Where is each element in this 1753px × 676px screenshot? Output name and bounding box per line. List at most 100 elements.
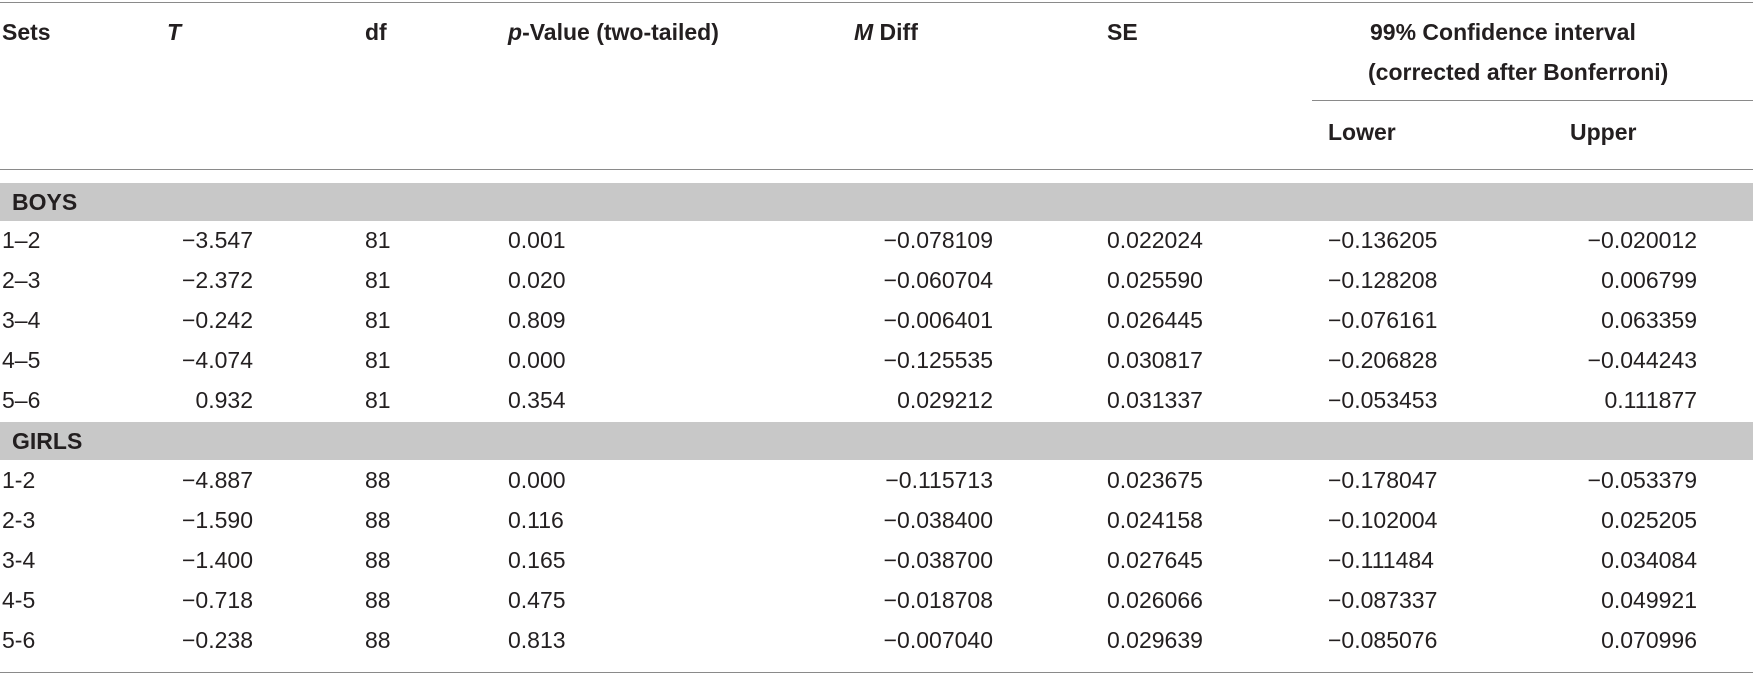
table-row: 3-4 −1.400 88 0.165 −0.038700 0.027645 −… bbox=[0, 540, 1753, 580]
header-lower: Lower bbox=[1328, 119, 1396, 145]
cell-p: 0.000 bbox=[508, 347, 566, 373]
cell-lower: −0.136205 bbox=[1328, 227, 1438, 253]
cell-t: −3.547 bbox=[182, 227, 253, 253]
cell-se: 0.030817 bbox=[1107, 347, 1203, 373]
header-upper: Upper bbox=[1570, 119, 1637, 145]
cell-df: 81 bbox=[365, 347, 391, 373]
cell-mdiff: −0.060704 bbox=[883, 267, 993, 293]
cell-mdiff: −0.125535 bbox=[883, 347, 993, 373]
cell-p: 0.354 bbox=[508, 387, 566, 413]
cell-sets: 1-2 bbox=[2, 467, 36, 493]
cell-t: 0.932 bbox=[195, 387, 253, 413]
cell-df: 81 bbox=[365, 387, 391, 413]
ci-subrule bbox=[1312, 100, 1753, 101]
cell-upper: 0.025205 bbox=[1601, 507, 1697, 533]
cell-sets: 3–4 bbox=[2, 307, 41, 333]
cell-t: −0.718 bbox=[182, 587, 253, 613]
cell-p: 0.000 bbox=[508, 467, 566, 493]
cell-sets: 4–5 bbox=[2, 347, 41, 373]
group-band-girls: GIRLS bbox=[0, 422, 1753, 460]
cell-t: −0.242 bbox=[182, 307, 253, 333]
cell-mdiff: 0.029212 bbox=[897, 387, 993, 413]
cell-se: 0.031337 bbox=[1107, 387, 1203, 413]
cell-mdiff: −0.007040 bbox=[883, 627, 993, 653]
cell-upper: 0.111877 bbox=[1604, 387, 1697, 413]
cell-p: 0.809 bbox=[508, 307, 566, 333]
table-row: 2-3 −1.590 88 0.116 −0.038400 0.024158 −… bbox=[0, 500, 1753, 540]
cell-lower: −0.206828 bbox=[1328, 347, 1438, 373]
cell-p: 0.165 bbox=[508, 547, 566, 573]
cell-df: 81 bbox=[365, 227, 391, 253]
cell-df: 81 bbox=[365, 267, 391, 293]
cell-lower: −0.076161 bbox=[1328, 307, 1438, 333]
cell-se: 0.024158 bbox=[1107, 507, 1203, 533]
cell-t: −4.887 bbox=[182, 467, 253, 493]
header-sets: Sets bbox=[2, 19, 51, 45]
cell-sets: 1–2 bbox=[2, 227, 41, 253]
header-p-rest: -Value (two-tailed) bbox=[522, 19, 719, 45]
cell-se: 0.029639 bbox=[1107, 627, 1203, 653]
header-se: SE bbox=[1107, 19, 1138, 45]
cell-df: 88 bbox=[365, 587, 391, 613]
cell-t: −4.074 bbox=[182, 347, 253, 373]
cell-mdiff: −0.115713 bbox=[885, 467, 993, 493]
group-label: GIRLS bbox=[12, 428, 83, 454]
table-row: 5-6 −0.238 88 0.813 −0.007040 0.029639 −… bbox=[0, 620, 1753, 660]
cell-p: 0.020 bbox=[508, 267, 566, 293]
cell-lower: −0.111484 bbox=[1328, 547, 1434, 573]
header-ci-line2: (corrected after Bonferroni) bbox=[1368, 59, 1669, 85]
cell-lower: −0.102004 bbox=[1328, 507, 1438, 533]
header-df: df bbox=[365, 19, 387, 45]
header-ci-line1: 99% Confidence interval bbox=[1370, 19, 1636, 45]
header-p-value: p-Value (two-tailed) bbox=[508, 18, 719, 46]
cell-sets: 5–6 bbox=[2, 387, 41, 413]
cell-upper: 0.070996 bbox=[1601, 627, 1697, 653]
group-band-boys: BOYS bbox=[0, 183, 1753, 221]
table-row: 3–4 −0.242 81 0.809 −0.006401 0.026445 −… bbox=[0, 300, 1753, 340]
cell-t: −1.400 bbox=[182, 547, 253, 573]
table-row: 5–6 0.932 81 0.354 0.029212 0.031337 −0.… bbox=[0, 380, 1753, 420]
cell-t: −1.590 bbox=[182, 507, 253, 533]
cell-sets: 2–3 bbox=[2, 267, 41, 293]
header-t: T bbox=[167, 18, 181, 46]
table-row: 1-2 −4.887 88 0.000 −0.115713 0.023675 −… bbox=[0, 460, 1753, 500]
group-label: BOYS bbox=[12, 189, 78, 215]
header-t-label: T bbox=[167, 19, 182, 45]
cell-sets: 4-5 bbox=[2, 587, 36, 613]
cell-p: 0.001 bbox=[508, 227, 566, 253]
table-row: 4-5 −0.718 88 0.475 −0.018708 0.026066 −… bbox=[0, 580, 1753, 620]
cell-df: 88 bbox=[365, 547, 391, 573]
cell-df: 81 bbox=[365, 307, 391, 333]
cell-upper: 0.063359 bbox=[1601, 307, 1697, 333]
cell-sets: 5-6 bbox=[2, 627, 36, 653]
cell-sets: 3-4 bbox=[2, 547, 36, 573]
cell-p: 0.813 bbox=[508, 627, 566, 653]
top-rule bbox=[0, 2, 1753, 3]
table-row: 4–5 −4.074 81 0.000 −0.125535 0.030817 −… bbox=[0, 340, 1753, 380]
cell-upper: −0.044243 bbox=[1587, 347, 1697, 373]
cell-lower: −0.178047 bbox=[1328, 467, 1438, 493]
cell-df: 88 bbox=[365, 507, 391, 533]
cell-t: −0.238 bbox=[182, 627, 253, 653]
cell-upper: 0.049921 bbox=[1601, 587, 1697, 613]
cell-upper: 0.006799 bbox=[1601, 267, 1697, 293]
cell-upper: −0.053379 bbox=[1587, 467, 1697, 493]
header-m-italic: M bbox=[854, 19, 874, 45]
cell-se: 0.027645 bbox=[1107, 547, 1203, 573]
cell-se: 0.026445 bbox=[1107, 307, 1203, 333]
cell-mdiff: −0.038700 bbox=[883, 547, 993, 573]
cell-df: 88 bbox=[365, 467, 391, 493]
cell-t: −2.372 bbox=[182, 267, 253, 293]
cell-upper: −0.020012 bbox=[1587, 227, 1697, 253]
header-p-italic: p bbox=[508, 19, 523, 45]
cell-p: 0.475 bbox=[508, 587, 566, 613]
header-bottom-rule bbox=[0, 169, 1753, 170]
cell-lower: −0.128208 bbox=[1328, 267, 1438, 293]
cell-mdiff: −0.038400 bbox=[883, 507, 993, 533]
cell-lower: −0.053453 bbox=[1328, 387, 1438, 413]
cell-se: 0.022024 bbox=[1107, 227, 1203, 253]
cell-upper: 0.034084 bbox=[1601, 547, 1697, 573]
cell-mdiff: −0.018708 bbox=[883, 587, 993, 613]
bottom-rule bbox=[0, 672, 1753, 673]
table-row: 2–3 −2.372 81 0.020 −0.060704 0.025590 −… bbox=[0, 260, 1753, 300]
